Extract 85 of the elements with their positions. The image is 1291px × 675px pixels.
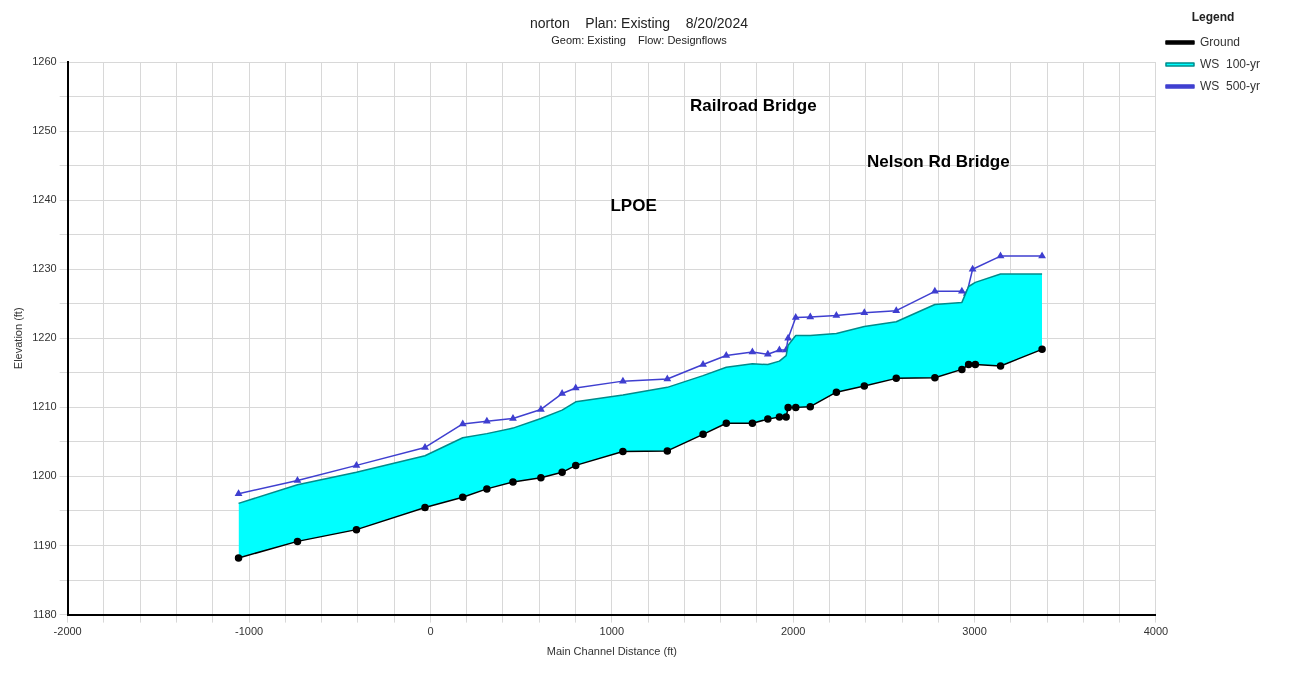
point (537, 405, 545, 412)
point (509, 478, 517, 486)
point (833, 311, 840, 318)
x-tick-label: 0 (427, 625, 434, 638)
y-tick-label: 1200 (32, 469, 57, 482)
point (509, 414, 517, 421)
point (860, 308, 868, 315)
x-tick-label: 2000 (780, 625, 806, 638)
point (483, 485, 491, 493)
annotation: LPOE (610, 195, 657, 215)
point (806, 313, 814, 320)
point (235, 489, 242, 496)
chart-subtitle: Geom: Existing Flow: Designflows (551, 34, 728, 47)
point (663, 375, 671, 382)
point (722, 419, 731, 428)
point (234, 554, 243, 562)
y-tick-label: 1240 (32, 193, 57, 206)
point (784, 334, 792, 341)
x-axis-title: Main Channel Distance (ft) (546, 645, 677, 658)
y-tick-label: 1230 (32, 262, 57, 275)
point (749, 348, 756, 355)
annotation: Nelson Rd Bridge (867, 151, 1010, 171)
point (806, 402, 815, 411)
point (421, 503, 429, 512)
point (1038, 252, 1046, 259)
y-tick-label: 1180 (33, 607, 57, 620)
point (931, 373, 939, 382)
point (459, 420, 467, 427)
chart-title: norton Plan: Existing 8/20/2024 (530, 15, 749, 32)
point (997, 252, 1004, 259)
point (775, 413, 784, 421)
point (792, 403, 800, 412)
legend-label: WS 500-yr (1199, 78, 1260, 93)
point (892, 306, 900, 313)
point (352, 525, 361, 534)
point (969, 265, 976, 272)
point (764, 350, 772, 357)
point (619, 377, 627, 384)
point (558, 468, 566, 477)
y-axis-title: Elevation (ft) (11, 307, 24, 370)
y-tick-label: 1190 (33, 538, 57, 551)
x-tick-label: 3000 (962, 625, 987, 638)
point (996, 362, 1005, 370)
point (782, 413, 790, 421)
point (353, 461, 360, 468)
point (1038, 345, 1046, 354)
y-tick-label: 1210 (32, 400, 57, 413)
point (958, 365, 966, 374)
point (958, 287, 966, 294)
point (892, 374, 900, 383)
point (293, 537, 302, 546)
legend-label: Ground (1199, 34, 1241, 49)
point (558, 389, 566, 396)
point (294, 476, 301, 483)
point (792, 313, 800, 320)
point (931, 287, 939, 294)
point (699, 430, 707, 439)
point (421, 443, 429, 450)
annotation: Railroad Bridge (690, 96, 817, 116)
point (571, 461, 580, 470)
point (537, 474, 545, 482)
point (784, 403, 792, 412)
x-tick-label: 1000 (599, 625, 625, 638)
point (458, 493, 467, 501)
y-tick-label: 1260 (32, 55, 57, 68)
point (699, 360, 707, 367)
x-tick-label: -1000 (234, 625, 264, 638)
point (832, 388, 841, 396)
point (572, 384, 580, 391)
x-tick-label: 4000 (1143, 625, 1169, 638)
point (764, 415, 772, 423)
point (619, 447, 627, 456)
point (971, 360, 980, 369)
point (663, 447, 672, 455)
legend-title: Legend (1191, 10, 1235, 25)
point (776, 346, 783, 353)
y-tick-label: 1220 (32, 331, 57, 344)
y-tick-label: 1250 (32, 124, 57, 137)
legend-label: WS 100-yr (1199, 56, 1260, 71)
point (483, 417, 491, 424)
point (722, 351, 730, 358)
point (748, 419, 757, 428)
point (964, 360, 973, 369)
x-tick-label: -2000 (53, 625, 82, 638)
point (860, 382, 869, 390)
